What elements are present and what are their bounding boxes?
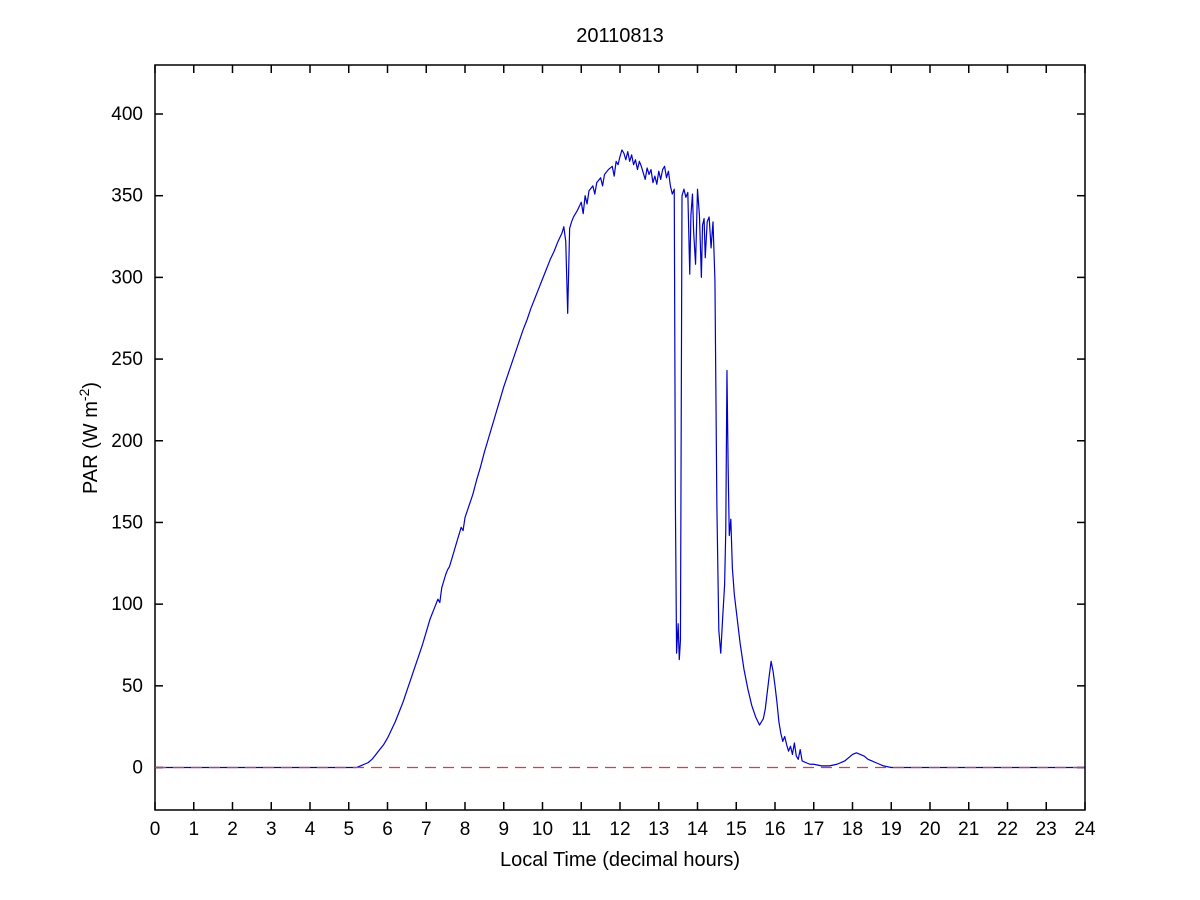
y-tick-label: 50 <box>122 676 143 697</box>
y-tick-label: 150 <box>111 512 143 533</box>
y-tick-label: 0 <box>132 758 143 779</box>
x-tick-label: 9 <box>498 819 509 840</box>
y-tick-label: 300 <box>111 267 143 288</box>
x-tick-label: 17 <box>803 819 824 840</box>
y-axis-label-pre: PAR (W m <box>80 401 102 494</box>
x-tick-label: 8 <box>460 819 471 840</box>
x-tick-label: 7 <box>421 819 432 840</box>
axis-ticks: 0 1 2 3 4 5 6 7 8 9 10 11 12 13 14 15 16 17 18 19 20 21 22 23 24… <box>111 65 1096 840</box>
x-tick-label: 2 <box>227 819 238 840</box>
x-tick-label: 18 <box>842 819 863 840</box>
plot-box <box>154 64 1086 811</box>
par-data-line <box>155 149 1085 769</box>
x-tick-label: 5 <box>343 819 354 840</box>
x-tick-label: 15 <box>726 819 747 840</box>
x-tick-label: 19 <box>881 819 902 840</box>
y-tick-label: 200 <box>111 431 143 452</box>
x-tick-label: 23 <box>1036 819 1057 840</box>
x-tick-label: 14 <box>687 819 709 840</box>
x-tick-label: 6 <box>382 819 393 840</box>
x-tick-label: 11 <box>571 819 591 840</box>
chart-title: 20110813 <box>576 25 664 47</box>
x-axis-label: Local Time (decimal hours) <box>500 849 740 871</box>
y-axis-label-sup: -2 <box>76 388 92 401</box>
x-tick-label: 10 <box>532 819 553 840</box>
y-axis-label: PAR (W m-2) <box>76 382 102 494</box>
x-tick-label: 22 <box>997 819 1018 840</box>
x-tick-label: 0 <box>150 819 161 840</box>
x-tick-label: 20 <box>919 819 940 840</box>
y-tick-label: 100 <box>111 594 143 615</box>
x-tick-label: 3 <box>266 819 277 840</box>
x-tick-label: 21 <box>958 819 979 840</box>
x-tick-label: 24 <box>1074 819 1096 840</box>
x-tick-label: 16 <box>764 819 785 840</box>
x-tick-label: 4 <box>305 819 316 840</box>
x-tick-label: 13 <box>648 819 669 840</box>
x-tick-label: 12 <box>609 819 630 840</box>
y-tick-label: 400 <box>111 104 143 125</box>
x-tick-label: 1 <box>188 819 199 840</box>
y-axis-label-post: ) <box>80 382 102 389</box>
y-tick-label: 350 <box>111 186 143 207</box>
y-tick-label: 250 <box>111 349 143 370</box>
